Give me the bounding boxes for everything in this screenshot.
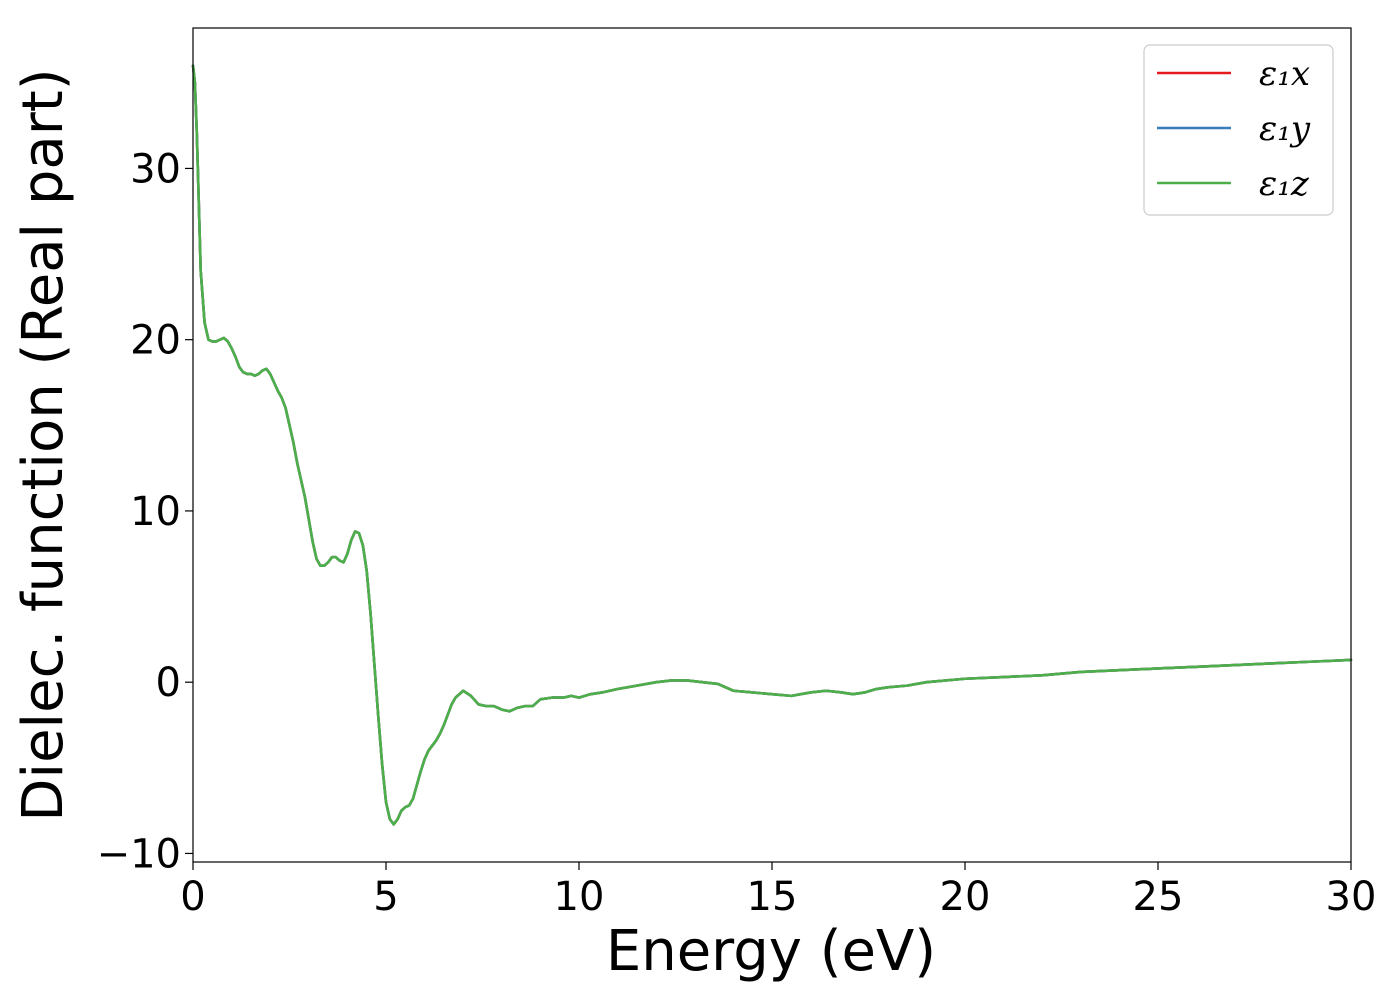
series-layer bbox=[191, 64, 1353, 826]
x-tick-label: 5 bbox=[373, 874, 398, 920]
y-tick-label: 20 bbox=[130, 318, 181, 364]
legend-label-1: ε₁x bbox=[1259, 54, 1310, 94]
x-tick-label: 30 bbox=[1326, 874, 1377, 920]
y-axis-label: Dielec. function (Real part) bbox=[11, 68, 76, 821]
legend-label-2: ε₁y bbox=[1259, 109, 1311, 149]
x-axis: 0 5 10 15 20 25 30 bbox=[180, 862, 1376, 920]
y-tick-label: 30 bbox=[130, 146, 181, 192]
x-tick-label: 15 bbox=[747, 874, 798, 920]
x-tick-label: 10 bbox=[554, 874, 605, 920]
x-tick-label: 25 bbox=[1133, 874, 1184, 920]
legend: ε₁x ε₁y ε₁z bbox=[1143, 44, 1334, 216]
y-tick-label: −10 bbox=[97, 831, 181, 877]
x-tick-label: 0 bbox=[180, 874, 205, 920]
x-axis-label: Energy (eV) bbox=[606, 919, 936, 984]
y-tick-label: 10 bbox=[130, 489, 181, 535]
legend-box bbox=[1143, 44, 1334, 216]
legend-label-3: ε₁z bbox=[1259, 164, 1310, 204]
x-tick-label: 20 bbox=[940, 874, 991, 920]
y-tick-label: 0 bbox=[156, 660, 181, 706]
y-axis: −10 0 10 20 30 bbox=[97, 146, 193, 877]
series-line-3 bbox=[191, 64, 1353, 826]
